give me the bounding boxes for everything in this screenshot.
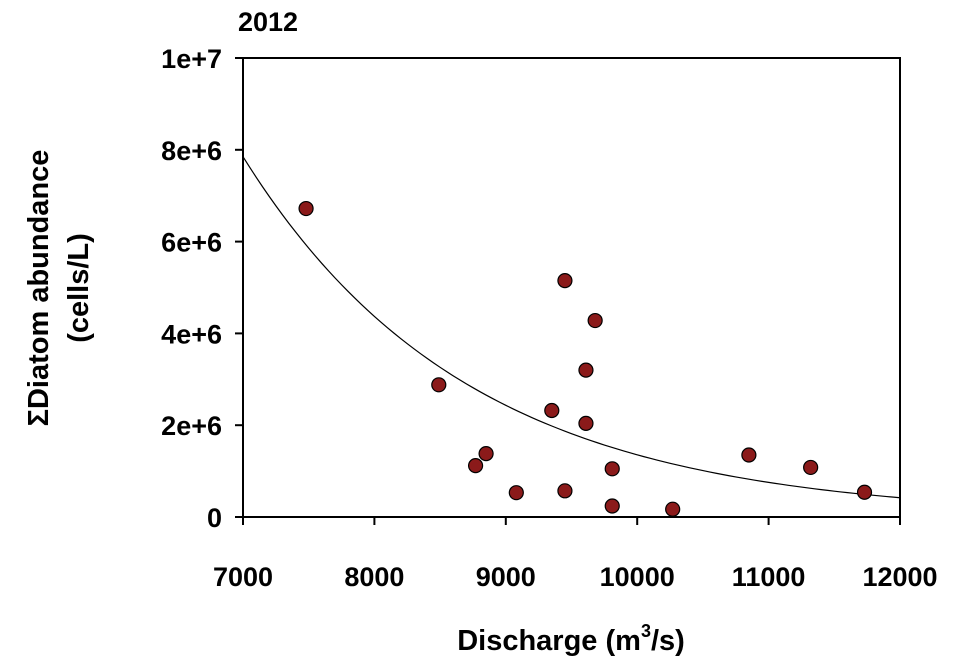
y-tick-label: 2e+6 <box>161 411 222 441</box>
chart-title: 2012 <box>238 7 298 37</box>
trend-line <box>242 156 901 499</box>
plot-area: 7000 8000 9000 10000 11000 12000 0 2e+6 4e+6 6e+… <box>161 44 937 592</box>
x-tick-label: 9000 <box>476 562 536 592</box>
data-point <box>604 461 620 477</box>
y-tick-label: 1e+7 <box>161 44 222 74</box>
data-point <box>544 402 560 419</box>
data-point <box>578 362 594 378</box>
data-point <box>557 483 573 499</box>
data-point <box>467 457 484 474</box>
x-axis-label: Discharge (m3/s) <box>457 621 685 657</box>
x-ticks: 7000 8000 9000 10000 11000 12000 <box>213 517 938 592</box>
data-point <box>587 312 603 329</box>
y-axis-label-line2: (cells/L) <box>63 233 95 343</box>
y-tick-label: 0 <box>207 503 222 533</box>
x-tick-label: 10000 <box>600 562 675 592</box>
data-point <box>508 485 524 501</box>
x-tick-label: 12000 <box>862 562 937 592</box>
data-point <box>478 446 494 462</box>
y-axis-label-line1: ΣDiatom abundance <box>23 150 55 427</box>
y-tick-label: 6e+6 <box>161 228 222 258</box>
data-point <box>578 415 594 431</box>
data-point <box>298 200 314 217</box>
x-tick-label: 7000 <box>213 562 273 592</box>
x-axis-label-main: Discharge (m <box>457 625 641 657</box>
data-point <box>741 447 757 463</box>
x-tick-label: 8000 <box>344 562 404 592</box>
data-point <box>803 459 819 476</box>
x-tick-label: 11000 <box>732 562 806 592</box>
data-point <box>431 377 447 393</box>
y-tick-label: 4e+6 <box>161 319 222 349</box>
y-tick-label: 8e+6 <box>161 136 222 166</box>
x-axis-label-sup: 3 <box>641 621 651 641</box>
data-point <box>604 498 620 514</box>
data-point <box>665 501 681 517</box>
plot-frame <box>242 57 901 518</box>
data-points <box>298 200 873 517</box>
x-axis-label-end: /s) <box>651 625 685 657</box>
y-ticks: 0 2e+6 4e+6 6e+6 8e+6 1e+7 <box>161 44 243 533</box>
data-point <box>557 273 573 289</box>
data-point <box>856 484 873 500</box>
